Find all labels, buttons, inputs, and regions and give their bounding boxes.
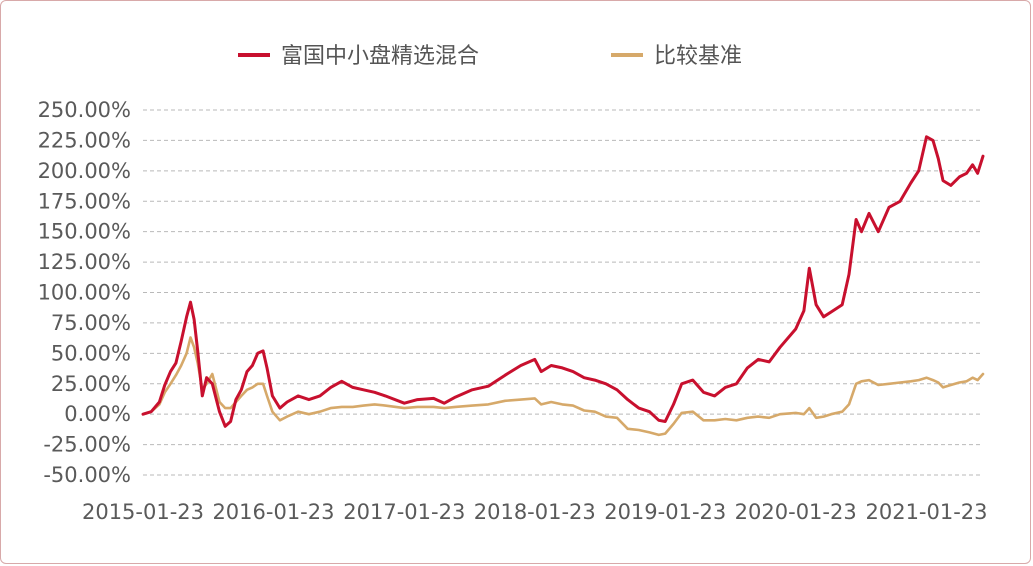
x-tick-label: 2019-01-23 [604,500,726,524]
series-line-fund [141,135,985,428]
legend-label-benchmark: 比较基准 [654,44,742,69]
y-tick-label: 125.00% [38,250,131,274]
y-tick-label: -50.00% [43,463,131,487]
gridlines [143,109,983,476]
y-tick-label: 0.00% [64,402,131,426]
legend-label-fund: 富国中小盘精选混合 [281,44,479,69]
x-tick-label: 2018-01-23 [474,500,596,524]
y-tick-label: 225.00% [38,128,131,152]
y-tick-label: 150.00% [38,220,131,244]
x-tick-label: 2015-01-23 [82,500,204,524]
y-tick-label: 200.00% [38,159,131,183]
y-axis: 250.00% 225.00% 200.00% 175.00% 150.00% 125.0… [38,98,131,487]
y-tick-label: 250.00% [38,98,131,122]
series-line-benchmark [141,336,985,437]
x-tick-label: 2017-01-23 [343,500,465,524]
y-tick-label: 175.00% [38,189,131,213]
legend-item-benchmark: 比较基准 [611,44,742,69]
y-tick-label: -25.00% [43,433,131,457]
legend: 富国中小盘精选混合 比较基准 [238,44,742,69]
x-axis: 2015-01-23 2016-01-23 2017-01-23 2018-01-23… [82,500,988,524]
x-tick-label: 2016-01-23 [212,500,334,524]
y-tick-label: 100.00% [38,281,131,305]
legend-item-fund: 富国中小盘精选混合 [238,44,479,69]
y-tick-label: 25.00% [51,372,131,396]
y-tick-label: 50.00% [51,341,131,365]
x-tick-label: 2020-01-23 [735,500,857,524]
x-tick-label: 2021-01-23 [865,500,987,524]
plot-area [141,135,985,437]
y-tick-label: 75.00% [51,311,131,335]
